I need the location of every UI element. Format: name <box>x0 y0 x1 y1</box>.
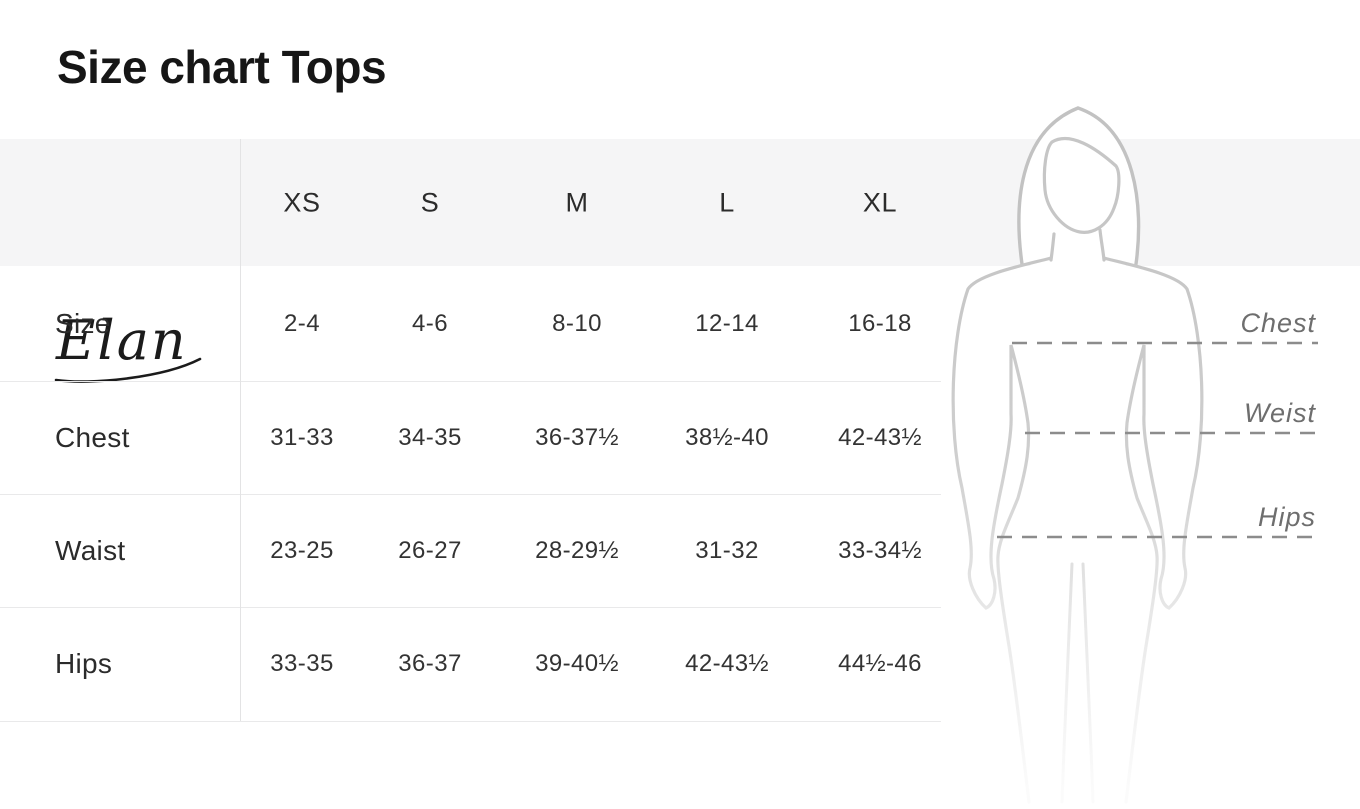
column-header-m: M <box>565 187 589 217</box>
page-title: Size chart Tops <box>57 41 387 93</box>
column-header-s: S <box>420 187 440 217</box>
chest-s-value: 34-35 <box>398 423 462 451</box>
hips-xs-value: 33-35 <box>270 650 334 677</box>
column-header-xs: XS <box>283 187 321 217</box>
size-l-value: 12-14 <box>695 309 759 337</box>
table-row-chest: Chest 31-33 34-35 36-37½ 38½-40 42-43½ <box>0 381 941 494</box>
size-s-value: 4-6 <box>412 309 448 337</box>
brand-logo-text: Elan <box>55 309 188 372</box>
row-label-size: Size <box>55 307 111 339</box>
hips-m-value: 39-40½ <box>535 650 619 677</box>
size-xs-value: 2-4 <box>284 309 320 337</box>
hips-l-value: 42-43½ <box>685 650 769 677</box>
row-separator <box>0 607 941 608</box>
chest-m-value: 36-37½ <box>535 423 619 451</box>
table-header-row: Elan XS S M L XL <box>0 139 941 383</box>
size-chart-table: Elan XS S M L XL Size 2-4 4-6 8-10 12-14… <box>0 139 941 722</box>
hips-measure-label: Hips <box>1257 502 1316 532</box>
waist-s-value: 26-27 <box>398 536 462 564</box>
row-label-chest: Chest <box>55 421 130 453</box>
body-figure-illustration <box>930 98 1350 804</box>
waist-l-value: 31-32 <box>695 536 759 564</box>
hips-xl-value: 44½-46 <box>838 650 922 677</box>
waist-xl-value: 33-34½ <box>838 536 922 564</box>
waist-m-value: 28-29½ <box>535 536 619 564</box>
column-divider <box>240 139 241 721</box>
size-m-value: 8-10 <box>552 309 602 337</box>
waist-xs-value: 23-25 <box>270 536 334 564</box>
table-row-size: Size 2-4 4-6 8-10 12-14 16-18 <box>0 266 941 381</box>
row-label-waist: Waist <box>55 534 126 566</box>
row-separator <box>0 494 941 495</box>
column-header-xl: XL <box>862 187 898 217</box>
chest-xl-value: 42-43½ <box>838 423 922 451</box>
chest-l-value: 38½-40 <box>685 423 769 451</box>
column-header-l: L <box>719 187 735 217</box>
size-xl-value: 16-18 <box>848 309 912 337</box>
row-label-hips: Hips <box>55 648 113 679</box>
row-separator <box>0 721 941 722</box>
table-row-waist: Waist 23-25 26-27 28-29½ 31-32 33-34½ <box>0 494 941 607</box>
table-row-hips: Hips 33-35 36-37 39-40½ 42-43½ 44½-46 <box>0 607 941 721</box>
female-silhouette-icon <box>951 106 1318 804</box>
weist-measure-label: Weist <box>1243 398 1316 428</box>
chest-xs-value: 31-33 <box>270 423 334 451</box>
chest-measure-label: Chest <box>1240 308 1316 338</box>
row-separator <box>0 381 941 382</box>
hips-s-value: 36-37 <box>398 650 462 677</box>
